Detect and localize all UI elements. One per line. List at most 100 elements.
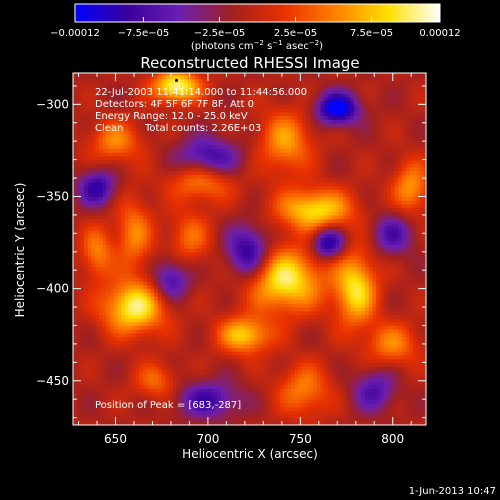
heatmap-cell xyxy=(117,325,122,330)
heatmap-cell xyxy=(231,292,237,297)
heatmap-cell xyxy=(220,100,226,105)
heatmap-cell xyxy=(132,299,137,304)
heatmap-cell xyxy=(84,281,89,286)
heatmap-cell xyxy=(165,218,170,223)
heatmap-cell xyxy=(257,189,263,194)
heatmap-cell xyxy=(243,104,248,109)
heatmap-cell xyxy=(213,100,218,105)
heatmap-cell xyxy=(91,413,96,419)
heatmap-cell xyxy=(87,343,93,349)
heatmap-cell xyxy=(220,237,226,242)
heatmap-cell xyxy=(117,417,122,422)
heatmap-cell xyxy=(102,152,107,157)
heatmap-cell xyxy=(220,295,226,301)
heatmap-cell xyxy=(191,166,196,172)
heatmap-cell xyxy=(187,410,192,415)
heatmap-cell xyxy=(206,174,211,179)
heatmap-cell xyxy=(209,159,215,164)
heatmap-cell xyxy=(73,273,78,279)
heatmap-cell xyxy=(87,347,93,352)
heatmap-cell xyxy=(124,74,130,80)
heatmap-cell xyxy=(228,343,233,349)
heatmap-cell xyxy=(132,218,137,223)
heatmap-cell xyxy=(198,159,203,164)
heatmap-cell xyxy=(217,292,222,297)
heatmap-cell xyxy=(154,178,159,183)
heatmap-cell xyxy=(254,166,259,172)
heatmap-cell xyxy=(109,295,115,301)
heatmap-cell xyxy=(150,244,155,249)
heatmap-cell xyxy=(191,196,196,201)
heatmap-cell xyxy=(206,244,211,249)
heatmap-cell xyxy=(213,299,218,304)
heatmap-cell xyxy=(202,144,207,150)
heatmap-cell xyxy=(84,362,89,367)
heatmap-cell xyxy=(180,292,185,297)
heatmap-cell xyxy=(106,104,111,109)
heatmap-cell xyxy=(239,421,244,425)
heatmap-cell xyxy=(84,325,89,330)
heatmap-cell xyxy=(169,351,174,356)
heatmap-cell xyxy=(106,307,111,312)
heatmap-cell xyxy=(73,119,78,124)
heatmap-cell xyxy=(213,406,218,411)
heatmap-cell xyxy=(139,126,144,131)
heatmap-cell xyxy=(228,321,233,327)
heatmap-cell xyxy=(84,93,89,98)
heatmap-cell xyxy=(84,166,89,172)
heatmap-cell xyxy=(102,93,107,98)
heatmap-cell xyxy=(235,141,240,146)
heatmap-cell xyxy=(235,421,240,425)
heatmap-cell xyxy=(246,141,252,146)
heatmap-cell xyxy=(239,203,244,209)
heatmap-cell xyxy=(146,244,152,249)
heatmap-cell xyxy=(217,89,222,94)
heatmap-cell xyxy=(220,159,226,164)
heatmap-cell xyxy=(220,369,226,374)
heatmap-cell xyxy=(132,100,137,105)
heatmap-cell xyxy=(194,108,200,113)
heatmap-cell xyxy=(121,152,126,157)
heatmap-cell xyxy=(102,82,107,87)
heatmap-cell xyxy=(128,299,133,304)
heatmap-cell xyxy=(239,104,244,109)
heatmap-cell xyxy=(172,203,178,209)
heatmap-cell xyxy=(239,369,244,374)
heatmap-cell xyxy=(158,108,163,113)
heatmap-cell xyxy=(254,100,259,105)
heatmap-cell xyxy=(228,233,233,238)
heatmap-cell xyxy=(257,96,263,102)
heatmap-cell xyxy=(235,185,240,190)
heatmap-cell xyxy=(128,295,133,301)
heatmap-cell xyxy=(146,237,152,242)
heatmap-cell xyxy=(231,270,237,275)
heatmap-cell xyxy=(84,225,89,231)
heatmap-cell xyxy=(172,273,178,279)
heatmap-cell xyxy=(161,73,167,76)
heatmap-cell xyxy=(254,222,259,227)
heatmap-cell xyxy=(161,380,167,386)
heatmap-cell xyxy=(121,85,126,91)
heatmap-cell xyxy=(128,192,133,198)
heatmap-cell xyxy=(235,329,240,334)
heatmap-cell xyxy=(246,130,252,135)
heatmap-cell xyxy=(76,354,81,360)
heatmap-cell xyxy=(135,108,141,113)
heatmap-cell xyxy=(217,207,222,212)
heatmap-cell xyxy=(187,395,192,400)
heatmap-cell xyxy=(84,251,89,257)
heatmap-cell xyxy=(95,299,100,304)
heatmap-cell xyxy=(176,178,181,183)
heatmap-cell xyxy=(135,233,141,238)
heatmap-cell xyxy=(150,222,155,227)
heatmap-cell xyxy=(191,218,196,223)
heatmap-cell xyxy=(109,413,115,419)
heatmap-cell xyxy=(143,159,148,164)
heatmap-cell xyxy=(98,281,104,286)
heatmap-cell xyxy=(73,255,78,260)
heatmap-cell xyxy=(117,369,122,374)
heatmap-cell xyxy=(84,332,89,338)
heatmap-cell xyxy=(228,262,233,268)
heatmap-cell xyxy=(76,340,81,345)
heatmap-cell xyxy=(135,273,141,279)
